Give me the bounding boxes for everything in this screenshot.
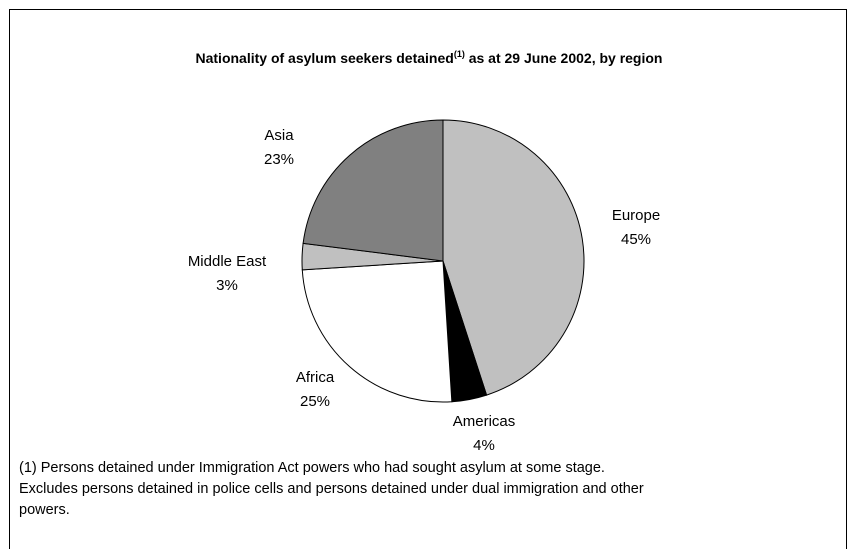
pie-chart: Europe 45% Americas 4% Africa 25% Middle East 3…	[188, 119, 660, 454]
footnote-line-2: Excludes persons detained in police cell…	[19, 481, 644, 497]
slice-label-middle-east: Middle East	[188, 253, 267, 270]
pie-slice-europe	[442, 119, 585, 396]
pie-slice-africa	[301, 260, 453, 403]
slice-value-europe: 45%	[621, 231, 651, 248]
slice-label-africa: Africa	[296, 369, 335, 386]
footnote-line-1: (1) Persons detained under Immigration A…	[19, 460, 605, 476]
slice-value-middle-east: 3%	[216, 277, 238, 294]
slice-value-americas: 4%	[473, 437, 495, 454]
slice-label-europe: Europe	[612, 207, 660, 224]
slice-value-africa: 25%	[300, 393, 330, 410]
footnote-line-3: powers.	[19, 502, 70, 518]
chart-title: Nationality of asylum seekers detained(1…	[0, 49, 858, 66]
pie-slices	[301, 119, 585, 403]
pie-slice-asia	[302, 119, 444, 262]
chart-title-main: Nationality of asylum seekers detained	[195, 50, 454, 66]
footnote: (1) Persons detained under Immigration A…	[19, 458, 839, 521]
slice-value-asia: 23%	[264, 151, 294, 168]
pie-labels: Europe 45% Americas 4% Africa 25% Middle East 3…	[188, 127, 660, 454]
chart-title-footnote-mark: (1)	[453, 49, 465, 59]
chart-title-suffix: as at 29 June 2002, by region	[464, 50, 663, 66]
slice-label-americas: Americas	[453, 413, 516, 430]
slice-label-asia: Asia	[264, 127, 294, 144]
